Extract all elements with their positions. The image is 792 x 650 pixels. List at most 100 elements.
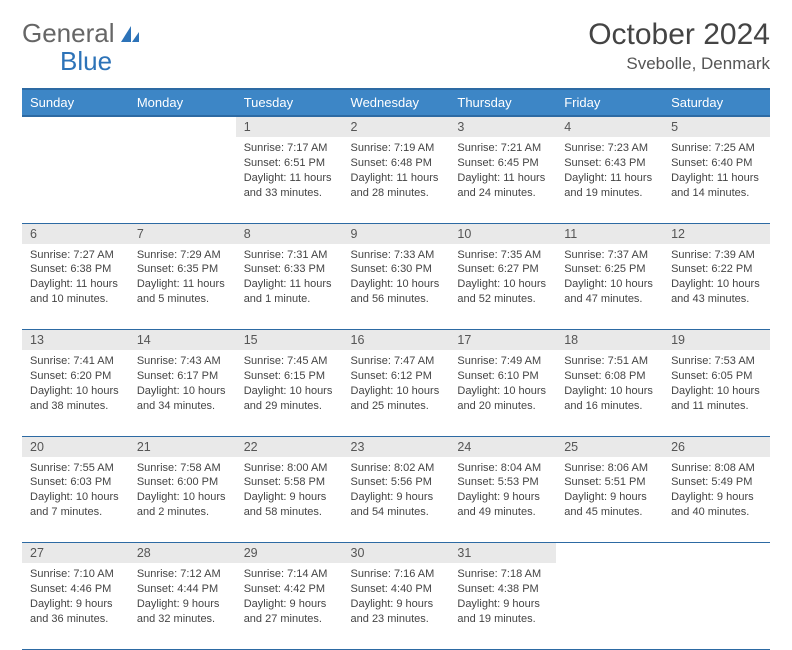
day-content-cell: Sunrise: 7:29 AMSunset: 6:35 PMDaylight:… xyxy=(129,244,236,330)
weekday-header: Sunday xyxy=(22,89,129,116)
content-row: Sunrise: 7:17 AMSunset: 6:51 PMDaylight:… xyxy=(22,137,770,223)
daylight-text: Daylight: 10 hours and 29 minutes. xyxy=(244,384,335,414)
sunrise-text: Sunrise: 7:21 AM xyxy=(457,141,548,156)
daylight-text: Daylight: 10 hours and 47 minutes. xyxy=(564,277,655,307)
day-content-cell xyxy=(129,137,236,223)
sunrise-text: Sunrise: 7:23 AM xyxy=(564,141,655,156)
title-block: October 2024 Svebolle, Denmark xyxy=(588,18,770,74)
day-number-cell: 22 xyxy=(236,436,343,457)
sunrise-text: Sunrise: 8:00 AM xyxy=(244,461,335,476)
sunset-text: Sunset: 6:15 PM xyxy=(244,369,335,384)
weekday-header: Friday xyxy=(556,89,663,116)
day-content-cell: Sunrise: 7:39 AMSunset: 6:22 PMDaylight:… xyxy=(663,244,770,330)
day-number-cell: 27 xyxy=(22,543,129,564)
day-number-cell: 29 xyxy=(236,543,343,564)
day-content-cell: Sunrise: 7:55 AMSunset: 6:03 PMDaylight:… xyxy=(22,457,129,543)
day-content-cell xyxy=(556,563,663,649)
day-number-cell: 18 xyxy=(556,330,663,351)
sunrise-text: Sunrise: 7:58 AM xyxy=(137,461,228,476)
day-content-cell: Sunrise: 8:04 AMSunset: 5:53 PMDaylight:… xyxy=(449,457,556,543)
daylight-text: Daylight: 11 hours and 1 minute. xyxy=(244,277,335,307)
daylight-text: Daylight: 10 hours and 11 minutes. xyxy=(671,384,762,414)
logo-text-1: General xyxy=(22,18,115,49)
sunrise-text: Sunrise: 7:45 AM xyxy=(244,354,335,369)
sunrise-text: Sunrise: 7:51 AM xyxy=(564,354,655,369)
day-content-cell: Sunrise: 7:23 AMSunset: 6:43 PMDaylight:… xyxy=(556,137,663,223)
daynum-row: 20212223242526 xyxy=(22,436,770,457)
sail-icon xyxy=(119,24,141,46)
sunset-text: Sunset: 4:40 PM xyxy=(351,582,442,597)
daylight-text: Daylight: 11 hours and 24 minutes. xyxy=(457,171,548,201)
daylight-text: Daylight: 10 hours and 20 minutes. xyxy=(457,384,548,414)
month-title: October 2024 xyxy=(588,18,770,52)
sunrise-text: Sunrise: 7:19 AM xyxy=(351,141,442,156)
day-number-cell: 8 xyxy=(236,223,343,244)
sunrise-text: Sunrise: 7:29 AM xyxy=(137,248,228,263)
sunrise-text: Sunrise: 7:33 AM xyxy=(351,248,442,263)
sunset-text: Sunset: 6:12 PM xyxy=(351,369,442,384)
day-content-cell: Sunrise: 7:51 AMSunset: 6:08 PMDaylight:… xyxy=(556,350,663,436)
location: Svebolle, Denmark xyxy=(588,54,770,74)
sunrise-text: Sunrise: 8:08 AM xyxy=(671,461,762,476)
sunset-text: Sunset: 6:05 PM xyxy=(671,369,762,384)
sunrise-text: Sunrise: 7:37 AM xyxy=(564,248,655,263)
sunset-text: Sunset: 6:22 PM xyxy=(671,262,762,277)
day-content-cell: Sunrise: 7:53 AMSunset: 6:05 PMDaylight:… xyxy=(663,350,770,436)
sunset-text: Sunset: 6:43 PM xyxy=(564,156,655,171)
sunset-text: Sunset: 5:56 PM xyxy=(351,475,442,490)
day-content-cell: Sunrise: 7:19 AMSunset: 6:48 PMDaylight:… xyxy=(343,137,450,223)
daylight-text: Daylight: 11 hours and 33 minutes. xyxy=(244,171,335,201)
sunset-text: Sunset: 6:10 PM xyxy=(457,369,548,384)
sunset-text: Sunset: 6:38 PM xyxy=(30,262,121,277)
content-row: Sunrise: 7:55 AMSunset: 6:03 PMDaylight:… xyxy=(22,457,770,543)
weekday-header: Tuesday xyxy=(236,89,343,116)
day-content-cell: Sunrise: 8:00 AMSunset: 5:58 PMDaylight:… xyxy=(236,457,343,543)
content-row: Sunrise: 7:27 AMSunset: 6:38 PMDaylight:… xyxy=(22,244,770,330)
daynum-row: 6789101112 xyxy=(22,223,770,244)
day-number-cell: 6 xyxy=(22,223,129,244)
day-content-cell: Sunrise: 7:41 AMSunset: 6:20 PMDaylight:… xyxy=(22,350,129,436)
header: General October 2024 Svebolle, Denmark xyxy=(22,18,770,74)
day-number-cell: 20 xyxy=(22,436,129,457)
day-number-cell xyxy=(129,116,236,137)
day-number-cell: 25 xyxy=(556,436,663,457)
sunrise-text: Sunrise: 7:17 AM xyxy=(244,141,335,156)
sunrise-text: Sunrise: 7:25 AM xyxy=(671,141,762,156)
day-number-cell: 15 xyxy=(236,330,343,351)
day-number-cell: 19 xyxy=(663,330,770,351)
day-content-cell: Sunrise: 7:58 AMSunset: 6:00 PMDaylight:… xyxy=(129,457,236,543)
sunset-text: Sunset: 6:35 PM xyxy=(137,262,228,277)
logo-line2: Blue xyxy=(22,46,112,77)
sunrise-text: Sunrise: 7:31 AM xyxy=(244,248,335,263)
content-row: Sunrise: 7:10 AMSunset: 4:46 PMDaylight:… xyxy=(22,563,770,649)
sunrise-text: Sunrise: 7:10 AM xyxy=(30,567,121,582)
day-content-cell: Sunrise: 7:37 AMSunset: 6:25 PMDaylight:… xyxy=(556,244,663,330)
daylight-text: Daylight: 11 hours and 28 minutes. xyxy=(351,171,442,201)
weekday-header: Thursday xyxy=(449,89,556,116)
day-number-cell: 21 xyxy=(129,436,236,457)
day-number-cell: 11 xyxy=(556,223,663,244)
sunset-text: Sunset: 6:27 PM xyxy=(457,262,548,277)
sunrise-text: Sunrise: 7:47 AM xyxy=(351,354,442,369)
day-content-cell: Sunrise: 7:33 AMSunset: 6:30 PMDaylight:… xyxy=(343,244,450,330)
daylight-text: Daylight: 9 hours and 49 minutes. xyxy=(457,490,548,520)
day-content-cell: Sunrise: 7:10 AMSunset: 4:46 PMDaylight:… xyxy=(22,563,129,649)
daylight-text: Daylight: 10 hours and 25 minutes. xyxy=(351,384,442,414)
day-number-cell: 5 xyxy=(663,116,770,137)
daylight-text: Daylight: 10 hours and 7 minutes. xyxy=(30,490,121,520)
sunset-text: Sunset: 4:46 PM xyxy=(30,582,121,597)
day-number-cell: 30 xyxy=(343,543,450,564)
sunrise-text: Sunrise: 8:04 AM xyxy=(457,461,548,476)
day-number-cell: 13 xyxy=(22,330,129,351)
calendar-table: SundayMondayTuesdayWednesdayThursdayFrid… xyxy=(22,88,770,650)
daylight-text: Daylight: 10 hours and 56 minutes. xyxy=(351,277,442,307)
sunset-text: Sunset: 6:51 PM xyxy=(244,156,335,171)
daylight-text: Daylight: 10 hours and 43 minutes. xyxy=(671,277,762,307)
day-content-cell: Sunrise: 8:02 AMSunset: 5:56 PMDaylight:… xyxy=(343,457,450,543)
sunset-text: Sunset: 5:51 PM xyxy=(564,475,655,490)
sunset-text: Sunset: 6:20 PM xyxy=(30,369,121,384)
day-content-cell: Sunrise: 8:06 AMSunset: 5:51 PMDaylight:… xyxy=(556,457,663,543)
daylight-text: Daylight: 10 hours and 52 minutes. xyxy=(457,277,548,307)
day-content-cell: Sunrise: 7:47 AMSunset: 6:12 PMDaylight:… xyxy=(343,350,450,436)
daylight-text: Daylight: 11 hours and 10 minutes. xyxy=(30,277,121,307)
